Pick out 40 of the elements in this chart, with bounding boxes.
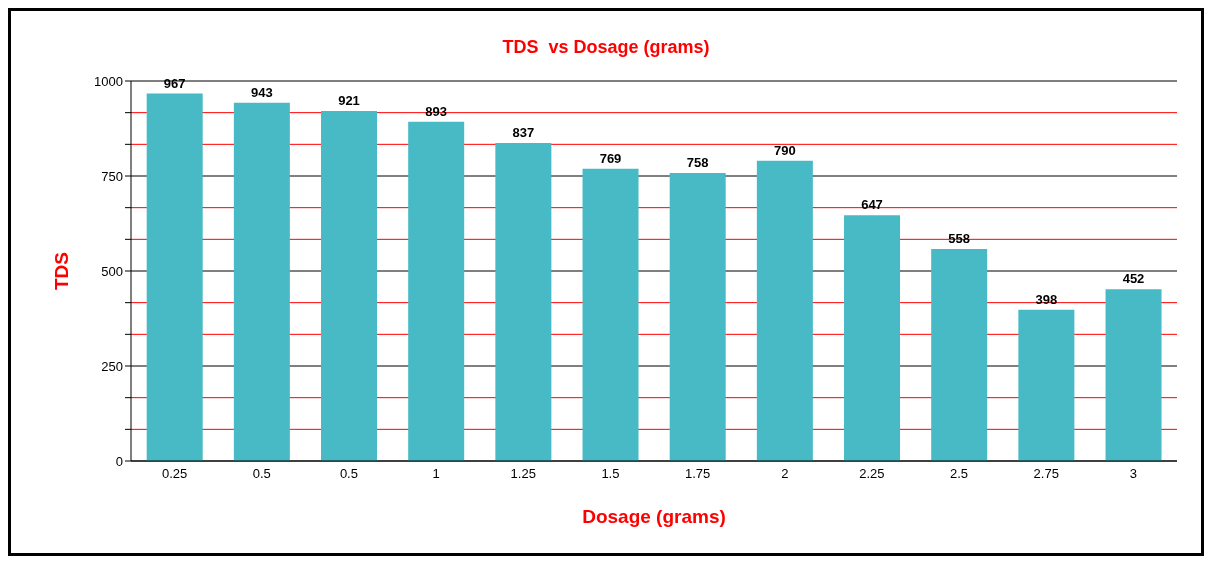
bar — [146, 93, 203, 461]
data-label: 837 — [512, 124, 535, 140]
y-tick-label: 250 — [101, 358, 123, 374]
bar — [408, 121, 465, 461]
y-tick-label: 750 — [101, 168, 123, 184]
x-axis-title: Dosage (grams) — [582, 506, 726, 527]
bar — [1018, 309, 1075, 461]
bar — [582, 168, 639, 461]
bar — [756, 160, 813, 461]
data-label: 790 — [774, 142, 796, 158]
x-tick-label: 1.75 — [684, 466, 711, 482]
x-tick-label: 0.5 — [339, 466, 358, 482]
data-label: 967 — [163, 75, 186, 91]
x-tick-label: 3 — [1129, 466, 1138, 482]
bar — [495, 142, 552, 461]
bar — [321, 111, 378, 461]
x-tick-label: 0.5 — [252, 466, 271, 482]
x-tick-label: 1 — [432, 466, 440, 482]
x-tick-label: 2 — [781, 466, 789, 482]
bar — [233, 102, 290, 461]
data-label: 452 — [1122, 271, 1145, 287]
y-tick-label: 500 — [101, 263, 123, 279]
data-label: 943 — [251, 84, 273, 100]
x-tick-label: 2.5 — [950, 466, 969, 482]
x-tick-label: 1.25 — [510, 466, 536, 482]
x-tick-label: 2.25 — [859, 466, 885, 482]
chart-title: TDS vs Dosage (grams) — [501, 37, 711, 58]
y-axis-title: TDS — [50, 252, 72, 290]
x-tick-label: 1.5 — [601, 466, 620, 482]
bar — [931, 248, 988, 461]
x-tick-label: 2.75 — [1033, 466, 1059, 482]
y-tick-label: 1000 — [94, 73, 123, 89]
y-tick-label: 0 — [115, 453, 123, 469]
data-label: 758 — [686, 154, 709, 170]
x-tick-label: 0.25 — [161, 466, 188, 482]
data-label: 769 — [599, 150, 622, 166]
bar — [844, 215, 901, 461]
data-label: 921 — [338, 93, 360, 109]
bar — [669, 172, 726, 461]
bar — [1105, 289, 1162, 461]
